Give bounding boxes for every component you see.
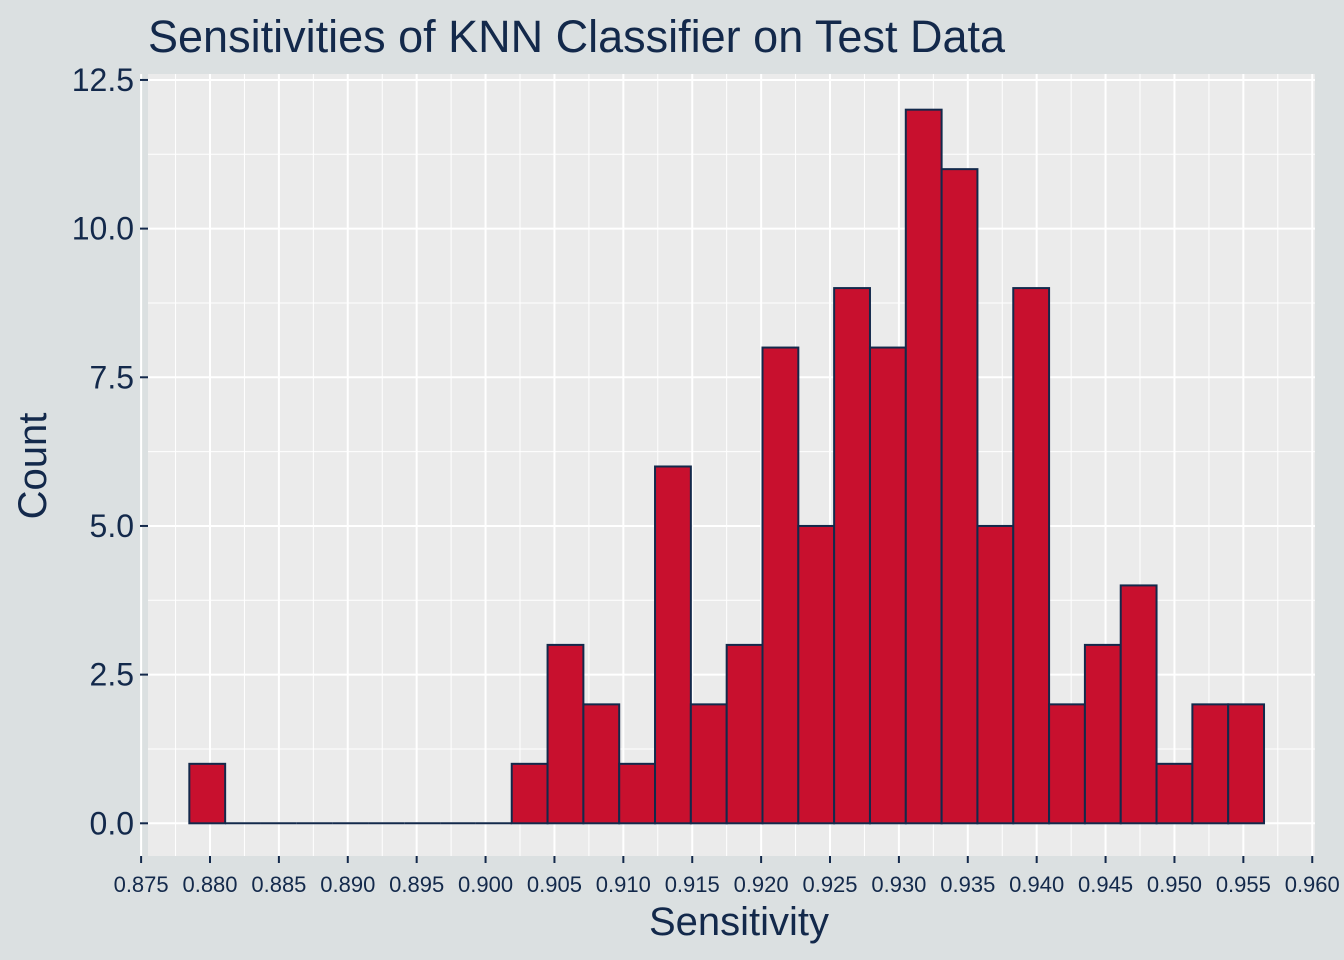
x-tick-label: 0.940 bbox=[1009, 872, 1064, 897]
y-tick-label: 5.0 bbox=[90, 508, 134, 544]
histogram-bar bbox=[797, 524, 836, 825]
y-tick-label: 7.5 bbox=[90, 359, 134, 395]
histogram-bar bbox=[582, 703, 621, 825]
histogram-bar bbox=[761, 346, 800, 825]
histogram-bars bbox=[188, 108, 1266, 825]
histogram-bar bbox=[1012, 287, 1051, 825]
histogram-bar bbox=[940, 168, 979, 825]
histogram-bar bbox=[1048, 703, 1086, 825]
x-tick-label: 0.950 bbox=[1147, 872, 1202, 897]
histogram-bar bbox=[833, 287, 871, 825]
y-axis-title: Count bbox=[11, 413, 55, 520]
histogram-bar bbox=[1119, 584, 1158, 825]
histogram-bar bbox=[1083, 643, 1122, 825]
x-tick-label: 0.925 bbox=[802, 872, 857, 897]
histogram-bar bbox=[868, 346, 907, 825]
y-tick-label: 0.0 bbox=[90, 805, 134, 841]
y-tick-label: 2.5 bbox=[90, 657, 134, 693]
x-tick-label: 0.895 bbox=[389, 872, 444, 897]
x-tick-label: 0.915 bbox=[665, 872, 720, 897]
x-tick-label: 0.910 bbox=[596, 872, 651, 897]
x-tick-label: 0.920 bbox=[734, 872, 789, 897]
x-tick-label: 0.885 bbox=[251, 872, 306, 897]
x-axis: 0.875 0.880 0.885 0.890 0.895 0.900 0.905 0.910… bbox=[114, 856, 1340, 897]
histogram-bar bbox=[618, 762, 657, 825]
y-tick-label: 12.5 bbox=[72, 62, 134, 98]
histogram-bar bbox=[1227, 703, 1266, 825]
y-tick-label: 10.0 bbox=[72, 211, 134, 247]
histogram-bar bbox=[510, 762, 549, 825]
x-axis-title: Sensitivity bbox=[649, 900, 829, 944]
x-tick-label: 0.905 bbox=[527, 872, 582, 897]
x-tick-label: 0.880 bbox=[182, 872, 237, 897]
histogram-bar bbox=[654, 465, 692, 825]
histogram-bar bbox=[689, 703, 728, 825]
x-tick-label: 0.945 bbox=[1078, 872, 1133, 897]
x-tick-label: 0.900 bbox=[458, 872, 513, 897]
chart-title: Sensitivities of KNN Classifier on Test … bbox=[148, 11, 1006, 62]
histogram-bar bbox=[725, 643, 764, 825]
histogram-bar bbox=[546, 643, 585, 825]
histogram-bar bbox=[188, 762, 227, 825]
x-tick-label: 0.960 bbox=[1285, 872, 1340, 897]
x-tick-label: 0.875 bbox=[114, 872, 169, 897]
y-axis: 0.0 2.5 5.0 7.5 10.0 12.5 bbox=[72, 62, 148, 841]
histogram-bar bbox=[1191, 703, 1230, 825]
histogram-bar bbox=[1155, 762, 1194, 825]
histogram-bar bbox=[904, 108, 943, 825]
histogram-bar bbox=[976, 524, 1015, 825]
x-tick-label: 0.930 bbox=[871, 872, 926, 897]
x-tick-label: 0.955 bbox=[1216, 872, 1271, 897]
x-tick-label: 0.890 bbox=[320, 872, 375, 897]
x-tick-label: 0.935 bbox=[940, 872, 995, 897]
